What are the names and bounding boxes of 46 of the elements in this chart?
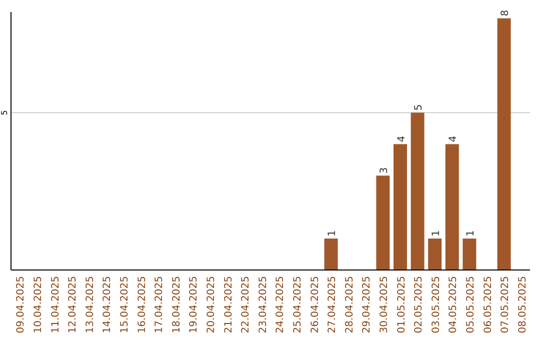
x-tick-label: 01.05.2025 xyxy=(396,276,408,334)
x-tick-label: 08.05.2025 xyxy=(517,276,528,334)
data-label: 4 xyxy=(396,136,408,142)
bar xyxy=(376,176,390,270)
x-tick-label: 22.04.2025 xyxy=(240,276,252,334)
x-tick-label: 02.05.2025 xyxy=(414,276,425,334)
x-tick-label: 29.04.2025 xyxy=(362,276,373,334)
x-tick-label: 26.04.2025 xyxy=(310,276,321,334)
bar xyxy=(445,144,459,270)
data-label: 1 xyxy=(465,230,476,237)
data-label: 8 xyxy=(500,10,512,16)
x-tick-label: 17.04.2025 xyxy=(154,276,166,334)
x-tick-label: 23.04.2025 xyxy=(258,276,269,334)
x-tick-label: 04.05.2025 xyxy=(448,276,460,334)
data-label: 1 xyxy=(430,230,442,237)
x-tick-label: 16.04.2025 xyxy=(136,276,148,334)
data-label: 5 xyxy=(414,104,425,111)
x-tick-label: 06.05.2025 xyxy=(482,276,494,334)
x-tick-label: 12.04.2025 xyxy=(68,276,79,334)
x-tick-label: 07.05.2025 xyxy=(500,276,512,334)
x-tick-label: 21.04.2025 xyxy=(223,276,234,334)
bar xyxy=(497,18,511,270)
bar xyxy=(394,144,407,270)
data-label: 4 xyxy=(448,136,460,142)
data-label: 1 xyxy=(327,230,338,237)
data-label: 3 xyxy=(378,167,390,174)
x-tick-label: 15.04.2025 xyxy=(119,276,130,334)
x-tick-label: 25.04.2025 xyxy=(292,276,304,334)
x-tick-label: 28.04.2025 xyxy=(344,276,356,334)
bar xyxy=(410,112,424,270)
x-tick-label: 11.04.2025 xyxy=(50,276,62,334)
x-tick-label: 09.04.2025 xyxy=(16,276,27,334)
x-tick-label: 05.05.2025 xyxy=(465,276,476,334)
x-tick-label: 03.05.2025 xyxy=(430,276,442,334)
x-tick-label: 10.04.2025 xyxy=(32,276,44,334)
x-tick-label: 13.04.2025 xyxy=(84,276,96,334)
x-tick-label: 30.04.2025 xyxy=(378,276,390,334)
x-tick-label: 27.04.2025 xyxy=(327,276,338,334)
x-tick-label: 19.04.2025 xyxy=(188,276,200,334)
bar xyxy=(324,238,338,270)
x-tick-label: 14.04.2025 xyxy=(102,276,114,334)
x-tick-label: 20.04.2025 xyxy=(206,276,217,334)
bar xyxy=(428,238,442,270)
bar xyxy=(462,238,476,270)
x-tick-label: 24.04.2025 xyxy=(275,276,286,334)
x-tick-label: 18.04.2025 xyxy=(171,276,182,334)
